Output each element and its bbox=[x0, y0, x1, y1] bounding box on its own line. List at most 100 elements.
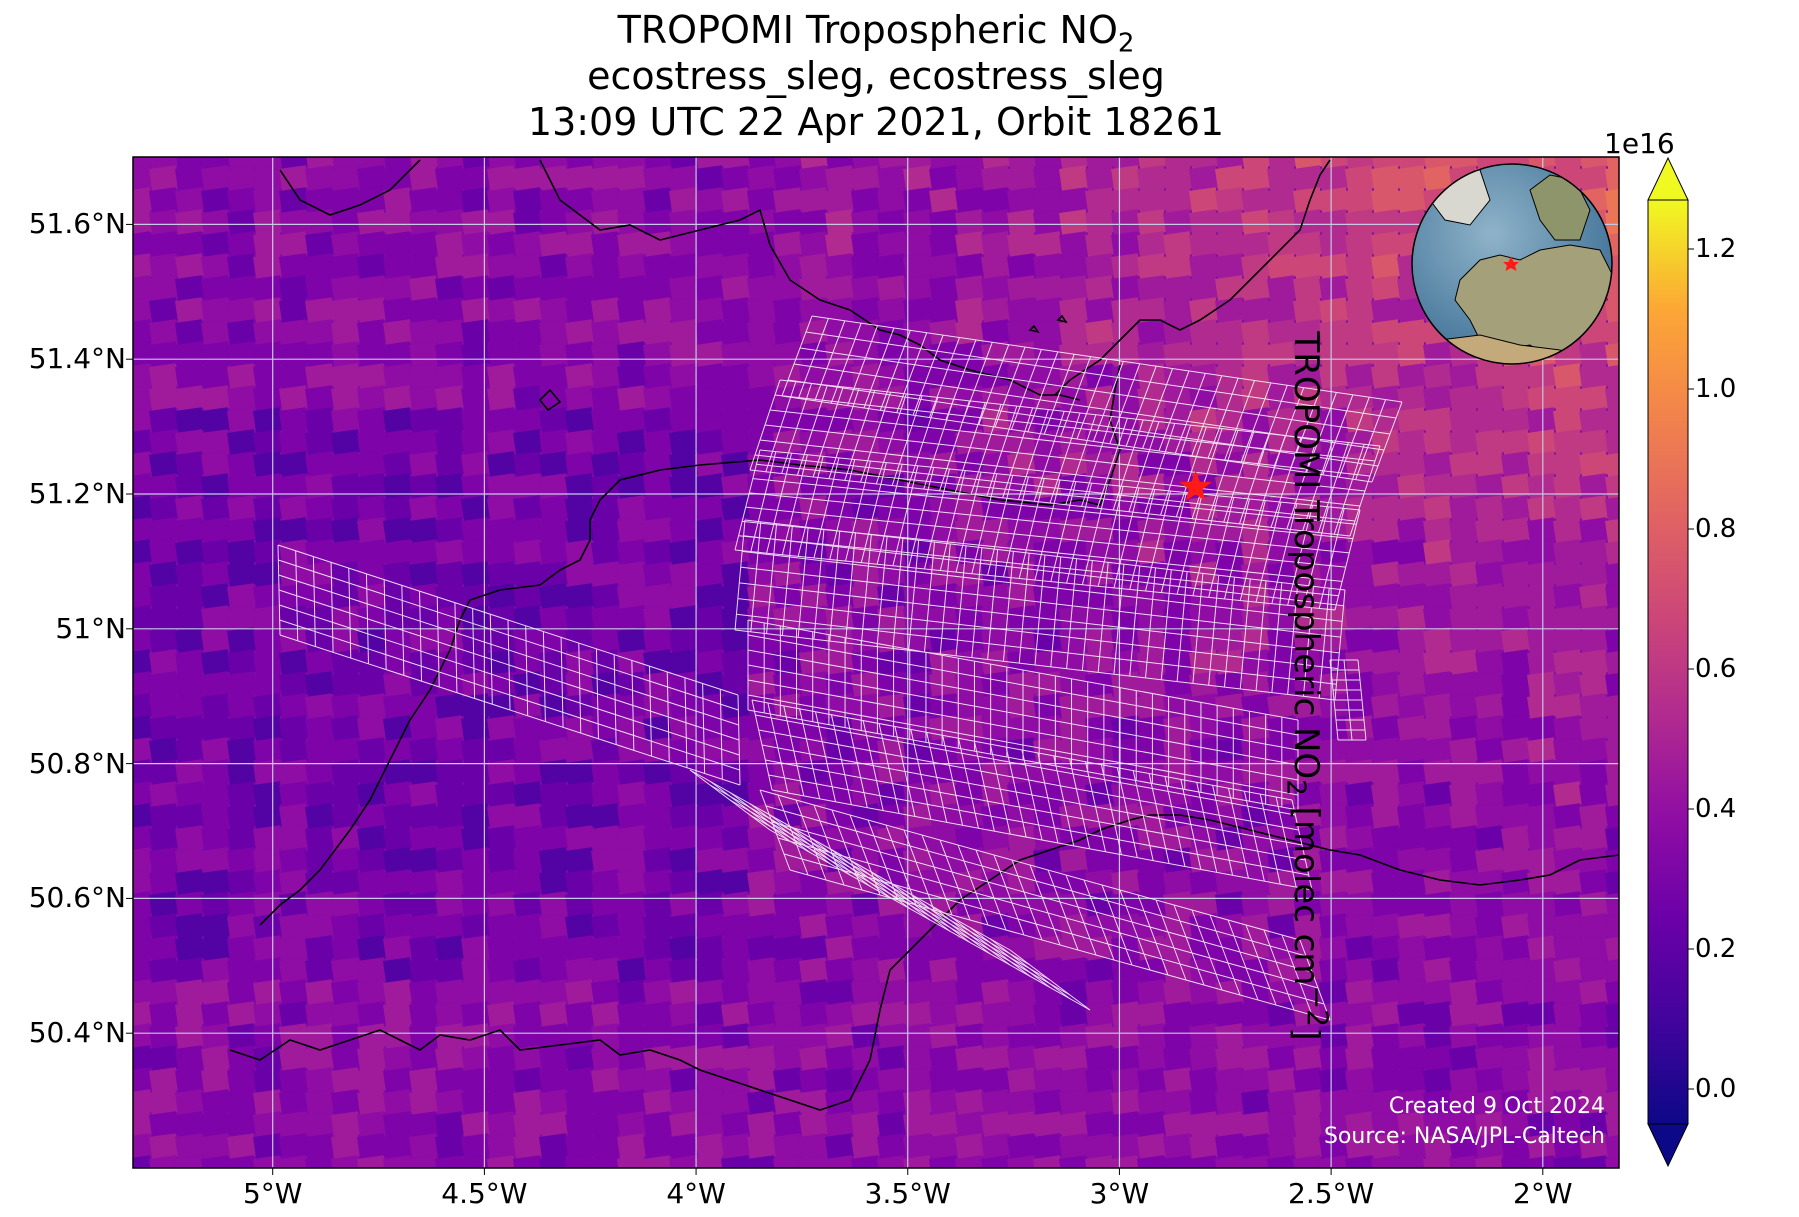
no2-pixel bbox=[1371, 495, 1401, 522]
no2-pixel bbox=[357, 341, 387, 368]
no2-pixel bbox=[955, 165, 985, 192]
latitude-tick-label: 51.4°N bbox=[28, 342, 126, 376]
no2-pixel bbox=[1449, 825, 1479, 852]
no2-pixel bbox=[357, 209, 387, 236]
no2-pixel bbox=[1475, 671, 1505, 698]
no2-pixel bbox=[902, 209, 933, 236]
no2-pixel bbox=[1605, 539, 1619, 566]
no2-pixel bbox=[825, 187, 855, 214]
no2-pixel bbox=[357, 275, 387, 302]
no2-pixel bbox=[1501, 671, 1531, 698]
no2-pixel bbox=[305, 671, 335, 698]
no2-pixel bbox=[357, 671, 387, 698]
no2-pixel bbox=[1345, 495, 1375, 522]
no2-pixel bbox=[721, 165, 751, 192]
no2-pixel bbox=[1085, 187, 1115, 214]
no2-pixel bbox=[721, 869, 751, 896]
no2-pixel bbox=[383, 737, 413, 764]
no2-pixel bbox=[227, 209, 257, 236]
no2-pixel bbox=[227, 539, 257, 566]
no2-pixel bbox=[331, 693, 361, 720]
no2-pixel bbox=[720, 275, 751, 302]
no2-pixel bbox=[1344, 341, 1375, 368]
no2-pixel bbox=[357, 385, 387, 412]
no2-pixel bbox=[487, 583, 517, 610]
no2-pixel bbox=[1501, 847, 1531, 874]
no2-pixel bbox=[1579, 495, 1609, 522]
no2-pixel bbox=[746, 385, 777, 412]
no2-pixel bbox=[1397, 561, 1427, 588]
no2-pixel bbox=[227, 913, 257, 940]
no2-pixel bbox=[1033, 319, 1063, 346]
no2-pixel bbox=[409, 275, 439, 302]
no2-pixel bbox=[1397, 583, 1427, 610]
no2-pixel bbox=[721, 407, 751, 434]
no2-pixel bbox=[1319, 671, 1349, 698]
no2-pixel bbox=[798, 781, 829, 808]
no2-pixel bbox=[279, 715, 309, 742]
no2-pixel bbox=[980, 671, 1011, 698]
no2-pixel bbox=[877, 429, 907, 456]
no2-pixel bbox=[175, 297, 205, 324]
no2-pixel bbox=[383, 165, 413, 192]
no2-pixel bbox=[1605, 495, 1619, 522]
no2-pixel bbox=[668, 561, 699, 588]
no2-pixel bbox=[1111, 209, 1141, 236]
no2-pixel bbox=[1215, 253, 1245, 280]
no2-pixel bbox=[1267, 583, 1297, 610]
no2-pixel bbox=[1579, 363, 1609, 390]
no2-pixel bbox=[1578, 407, 1609, 434]
no2-pixel bbox=[1293, 561, 1323, 588]
no2-pixel bbox=[1293, 341, 1323, 368]
no2-pixel bbox=[851, 803, 881, 830]
no2-pixel bbox=[1007, 605, 1037, 632]
no2-pixel bbox=[591, 429, 621, 456]
no2-pixel bbox=[1319, 803, 1349, 830]
no2-pixel bbox=[695, 429, 725, 456]
no2-pixel bbox=[1449, 737, 1479, 764]
no2-pixel bbox=[772, 913, 803, 940]
no2-pixel bbox=[1085, 275, 1115, 302]
no2-pixel bbox=[721, 627, 751, 654]
title-line-2: ecostress_sleg, ecostress_sleg bbox=[587, 54, 1165, 98]
no2-pixel bbox=[227, 759, 257, 786]
no2-pixel bbox=[486, 385, 517, 412]
no2-pixel bbox=[133, 649, 153, 676]
no2-pixel bbox=[903, 297, 933, 324]
no2-pixel bbox=[409, 561, 439, 588]
no2-pixel bbox=[435, 759, 465, 786]
no2-pixel bbox=[565, 341, 595, 368]
no2-pixel bbox=[746, 157, 777, 170]
no2-pixel bbox=[538, 847, 569, 874]
no2-pixel bbox=[1215, 451, 1245, 478]
no2-pixel bbox=[591, 825, 621, 852]
no2-pixel bbox=[1579, 341, 1609, 368]
no2-pixel bbox=[252, 231, 283, 258]
no2-pixel bbox=[133, 935, 153, 962]
no2-pixel bbox=[1423, 165, 1453, 192]
no2-pixel bbox=[409, 671, 439, 698]
no2-pixel bbox=[1137, 341, 1167, 368]
no2-pixel bbox=[668, 157, 699, 170]
no2-pixel bbox=[825, 759, 855, 786]
no2-pixel bbox=[149, 363, 179, 390]
no2-pixel bbox=[773, 473, 803, 500]
no2-pixel bbox=[1059, 737, 1089, 764]
no2-pixel bbox=[954, 759, 985, 786]
no2-pixel bbox=[487, 539, 517, 566]
no2-pixel bbox=[799, 869, 829, 896]
no2-pixel bbox=[133, 715, 153, 742]
no2-pixel bbox=[512, 781, 543, 808]
no2-pixel bbox=[435, 187, 465, 214]
no2-pixel bbox=[902, 319, 933, 346]
no2-pixel bbox=[954, 429, 985, 456]
no2-pixel bbox=[252, 429, 283, 456]
no2-pixel bbox=[851, 627, 881, 654]
no2-pixel bbox=[1267, 297, 1297, 324]
no2-pixel bbox=[695, 561, 725, 588]
no2-pixel bbox=[1345, 869, 1375, 896]
no2-pixel bbox=[1241, 671, 1271, 698]
no2-pixel bbox=[1189, 825, 1219, 852]
no2-pixel bbox=[1189, 341, 1219, 368]
no2-pixel bbox=[1137, 451, 1167, 478]
